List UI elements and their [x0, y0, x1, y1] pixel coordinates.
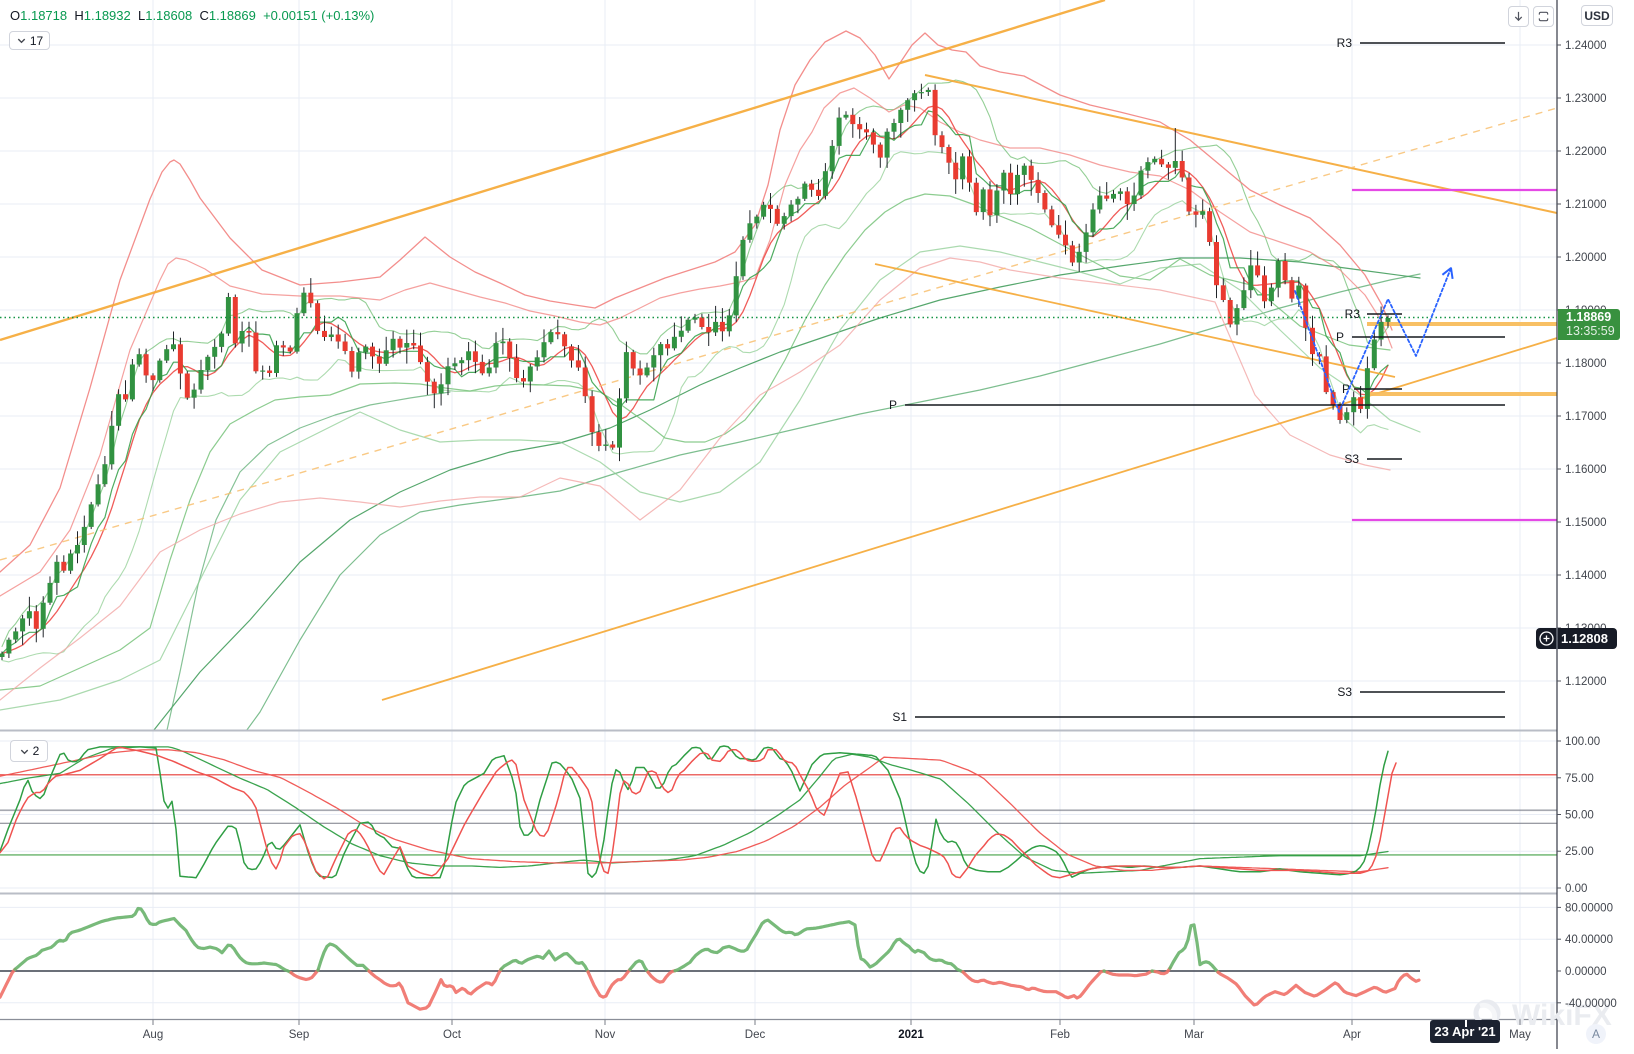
svg-text:1.23000: 1.23000: [1565, 93, 1607, 105]
svg-text:Feb: Feb: [1050, 1029, 1070, 1041]
svg-text:Aug: Aug: [143, 1029, 163, 1041]
svg-text:75.00: 75.00: [1565, 773, 1594, 785]
svg-text:S1: S1: [892, 710, 907, 724]
svg-text:P: P: [1336, 330, 1344, 344]
svg-text:S3: S3: [1337, 685, 1352, 699]
svg-text:P: P: [889, 398, 897, 412]
svg-text:1.12000: 1.12000: [1565, 676, 1607, 688]
svg-text:Mar: Mar: [1184, 1029, 1204, 1041]
svg-text:0.00: 0.00: [1565, 883, 1587, 895]
svg-text:40.00000: 40.00000: [1565, 934, 1613, 946]
svg-text:1.22000: 1.22000: [1565, 146, 1607, 158]
svg-text:1.16000: 1.16000: [1565, 464, 1607, 476]
svg-text:1.21000: 1.21000: [1565, 199, 1607, 211]
svg-text:1.17000: 1.17000: [1565, 411, 1607, 423]
svg-text:80.00000: 80.00000: [1565, 902, 1613, 914]
svg-text:25.00: 25.00: [1565, 846, 1594, 858]
svg-text:S3: S3: [1344, 452, 1359, 466]
svg-text:Apr: Apr: [1343, 1029, 1361, 1041]
svg-text:100.00: 100.00: [1565, 736, 1600, 748]
svg-text:1.20000: 1.20000: [1565, 252, 1607, 264]
svg-text:50.00: 50.00: [1565, 810, 1594, 822]
svg-text:Nov: Nov: [595, 1029, 616, 1041]
svg-text:1.18000: 1.18000: [1565, 358, 1607, 370]
svg-text:R3: R3: [1337, 36, 1353, 50]
svg-text:Sep: Sep: [289, 1029, 309, 1041]
svg-text:0.00000: 0.00000: [1565, 966, 1607, 978]
svg-text:-40.00000: -40.00000: [1565, 998, 1617, 1010]
svg-text:Dec: Dec: [745, 1029, 766, 1041]
svg-text:Oct: Oct: [443, 1029, 462, 1041]
svg-text:May: May: [1509, 1029, 1531, 1041]
svg-text:1.14000: 1.14000: [1565, 570, 1607, 582]
svg-text:R3: R3: [1345, 307, 1361, 321]
svg-text:1.15000: 1.15000: [1565, 517, 1607, 529]
svg-text:1.24000: 1.24000: [1565, 40, 1607, 52]
svg-text:2021: 2021: [898, 1029, 924, 1041]
